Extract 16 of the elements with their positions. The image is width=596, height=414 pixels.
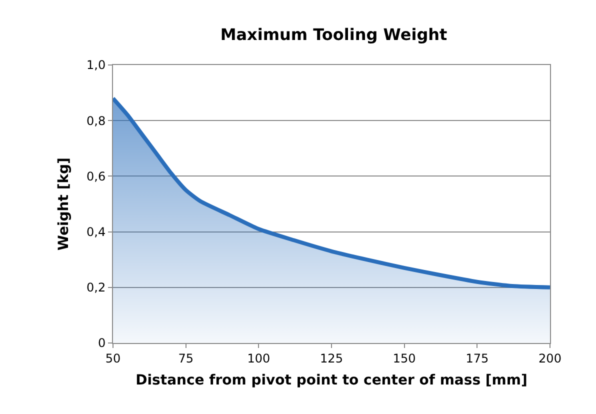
x-tick-label: 175 [466, 351, 489, 366]
y-axis-title: Weight [kg] [56, 158, 72, 250]
x-axis-title: Distance from pivot point to center of mass [mm] [136, 372, 528, 389]
y-tick-label: 0 [98, 336, 106, 350]
x-tick-label: 100 [247, 351, 270, 366]
x-tick-label: 125 [320, 351, 343, 366]
x-tick-label: 75 [178, 351, 194, 366]
y-tick-label: 0,6 [86, 169, 106, 184]
x-tick-label: 200 [538, 351, 562, 366]
y-tick-label: 1,0 [86, 58, 106, 72]
chart-title: Maximum Tooling Weight [220, 25, 448, 44]
y-tick-label: 0,8 [86, 114, 106, 128]
y-tick-label: 0,4 [86, 225, 106, 239]
y-tick-label: 0,2 [86, 280, 106, 295]
x-tick-label: 50 [105, 351, 121, 366]
x-tick-label: 150 [392, 351, 416, 366]
